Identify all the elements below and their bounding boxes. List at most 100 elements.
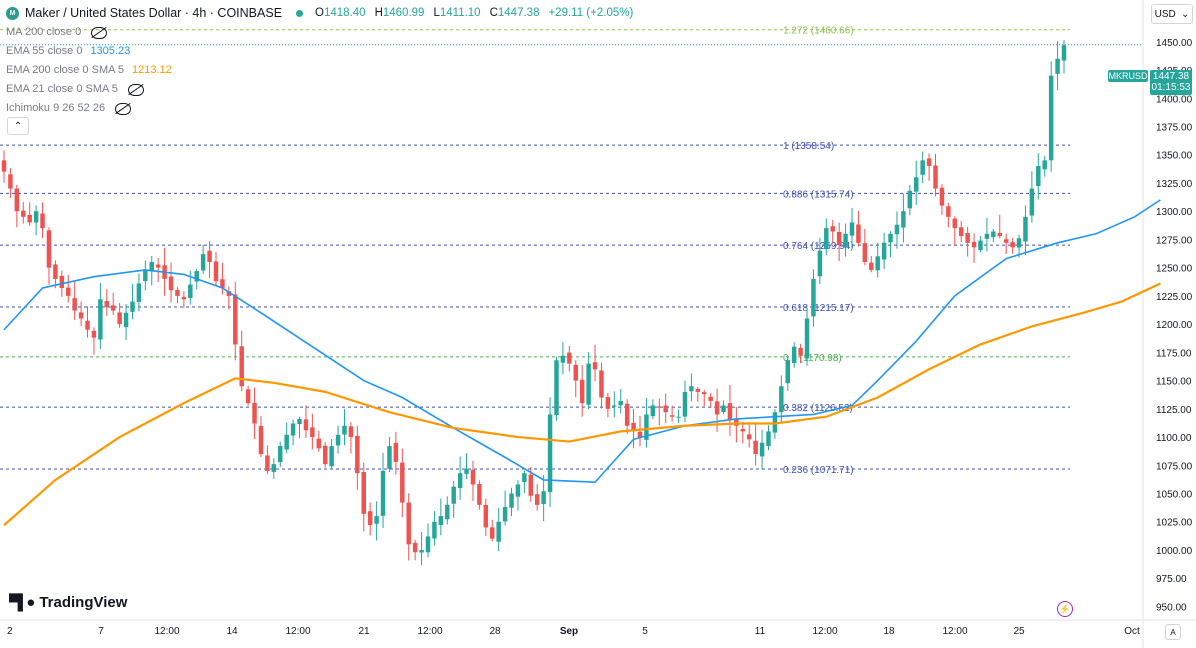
candle-body [534,494,540,505]
indicator-label: MA 200 close 0 [6,26,82,38]
candle-body [791,346,797,364]
candle-body [1061,45,1067,61]
x-tick-label: 11 [755,626,766,637]
candle-body [907,190,913,209]
candle-body [830,226,835,232]
series-line-ema-200 [3,282,1161,526]
market-status-icon [296,10,304,17]
lightning-icon[interactable]: ⚡ [1057,601,1073,617]
fib-level-label: 0.886 (1315.74) [783,189,854,200]
x-tick-label: Oct [1124,626,1140,637]
candle-body [136,283,142,302]
indicator-row[interactable]: Ichimoku 9 26 52 26 [6,99,636,118]
bar-countdown: 01:15:53 [1151,82,1191,93]
candle-body [689,386,694,392]
indicator-row[interactable]: EMA 21 close 0 SMA 5 [6,80,636,99]
candle-body [1036,166,1041,187]
candle-body [400,462,405,503]
eye-off-icon[interactable] [115,102,132,115]
indicator-row[interactable]: EMA 200 close 0 SMA 5 1213.12 [6,61,636,80]
tradingview-logo[interactable]: ▀▌● TradingView [9,594,127,611]
candle-body [451,486,456,504]
candle-body [85,320,90,330]
indicator-value: 1305.23 [90,45,131,57]
tradingview-logo-text: TradingView [39,594,128,611]
y-tick-label: 975.00 [1156,574,1187,585]
currency-button[interactable]: USD ⌄ [1151,4,1193,24]
y-tick-label: 1325.00 [1156,179,1193,190]
candle-body [946,206,951,217]
candle-body [104,301,110,308]
candle-body [1,160,7,172]
symbol-row: M Maker / United States Dollar · 4h · CO… [6,4,636,23]
y-tick-label: 1050.00 [1156,490,1193,501]
candle-body [862,243,868,263]
candle-body [168,276,174,291]
candle-body [579,379,585,404]
candle-body [91,330,97,338]
candle-body [393,442,399,462]
indicator-value: 1213.12 [132,64,172,76]
candle-body [245,389,251,404]
eye-off-icon[interactable] [127,83,144,96]
candle-body [290,423,296,436]
candle-body [978,240,983,251]
candle-body [361,471,366,514]
currency-label: USD [1154,8,1176,20]
eye-off-icon[interactable] [91,26,108,39]
y-tick-label: 1200.00 [1156,320,1193,331]
candle-body [213,261,219,282]
candle-body [997,232,1002,237]
auto-scale-button[interactable]: A [1165,624,1181,640]
x-tick-label: 12:00 [812,626,837,637]
candle-body [265,455,270,471]
y-tick-label: 950.00 [1156,602,1187,613]
candle-body [374,516,379,524]
y-tick-label: 1400.00 [1156,94,1193,105]
candle-body [721,405,726,412]
candle-body [528,474,534,496]
candle-body [502,507,508,522]
y-tick-label: 1025.00 [1156,518,1193,529]
fib-level-label: 0.5 (1170.98) [783,353,842,364]
candle-body [194,271,199,282]
candle-body [657,406,662,408]
candle-body [477,484,482,505]
y-tick-label: 1350.00 [1156,151,1193,162]
candle-body [971,241,977,248]
candle-body [27,214,32,223]
candle-body [811,278,816,317]
candle-body [496,521,501,542]
collapse-legend-button[interactable]: ⌃ [7,117,29,135]
candle-body [342,425,347,435]
candle-body [445,504,450,520]
last-price-tag: 1447.38 01:15:53 [1150,70,1192,95]
indicator-row[interactable]: MA 200 close 0 [6,23,636,42]
candle-body [541,491,546,504]
x-tick-label: 28 [489,626,501,637]
candle-body [322,445,328,465]
x-tick-label: 12:00 [417,626,442,637]
candle-body [875,256,880,271]
fib-level-label: 0.764 (1269.94) [783,241,854,252]
candle-body [804,318,810,359]
candle-body [676,416,681,418]
maker-logo-icon: M [6,7,19,20]
candle-body [560,355,566,363]
candle-body [702,392,707,395]
candle-body [1003,239,1009,243]
symbol-title[interactable]: Maker / United States Dollar · 4h · COIN… [25,6,283,20]
candle-body [522,473,527,483]
candle-body [316,438,322,449]
candle-body [1029,188,1035,216]
candle-body [663,405,668,413]
candle-body [1023,216,1028,242]
indicator-row[interactable]: EMA 55 close 0 1305.23 [6,42,636,61]
candle-body [586,363,591,405]
candle-body [123,312,129,328]
x-tick-label: 14 [226,626,238,637]
candle-body [432,521,437,539]
candle-body [59,275,65,288]
candle-body [856,224,861,243]
